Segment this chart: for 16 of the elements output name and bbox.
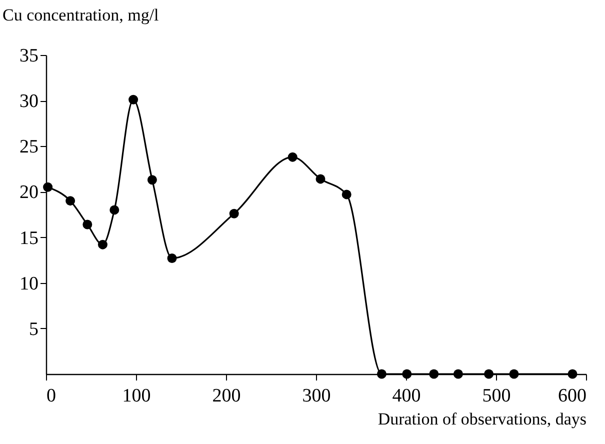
y-tick-label: 10 bbox=[20, 273, 38, 294]
x-axis-title: Duration of observations, days bbox=[378, 410, 586, 428]
x-tick-label: 200 bbox=[212, 386, 241, 406]
x-tick-label: 300 bbox=[302, 386, 331, 406]
y-tick-label: 30 bbox=[20, 91, 38, 112]
y-tick-label: 5 bbox=[29, 318, 38, 340]
y-tick-label: 35 bbox=[20, 46, 38, 66]
x-tick-label: 500 bbox=[482, 386, 511, 406]
y-tick-label: 15 bbox=[20, 228, 38, 249]
y-tick-label: 20 bbox=[20, 182, 38, 204]
y-tick-label: 25 bbox=[20, 136, 38, 158]
x-tick-label: 400 bbox=[392, 386, 421, 406]
y-axis-title: Cu concentration, mg/l bbox=[2, 6, 160, 24]
x-tick-label: 0 bbox=[46, 386, 56, 406]
x-tick-label: 100 bbox=[122, 386, 151, 406]
x-tick-label: 600 bbox=[558, 386, 586, 406]
